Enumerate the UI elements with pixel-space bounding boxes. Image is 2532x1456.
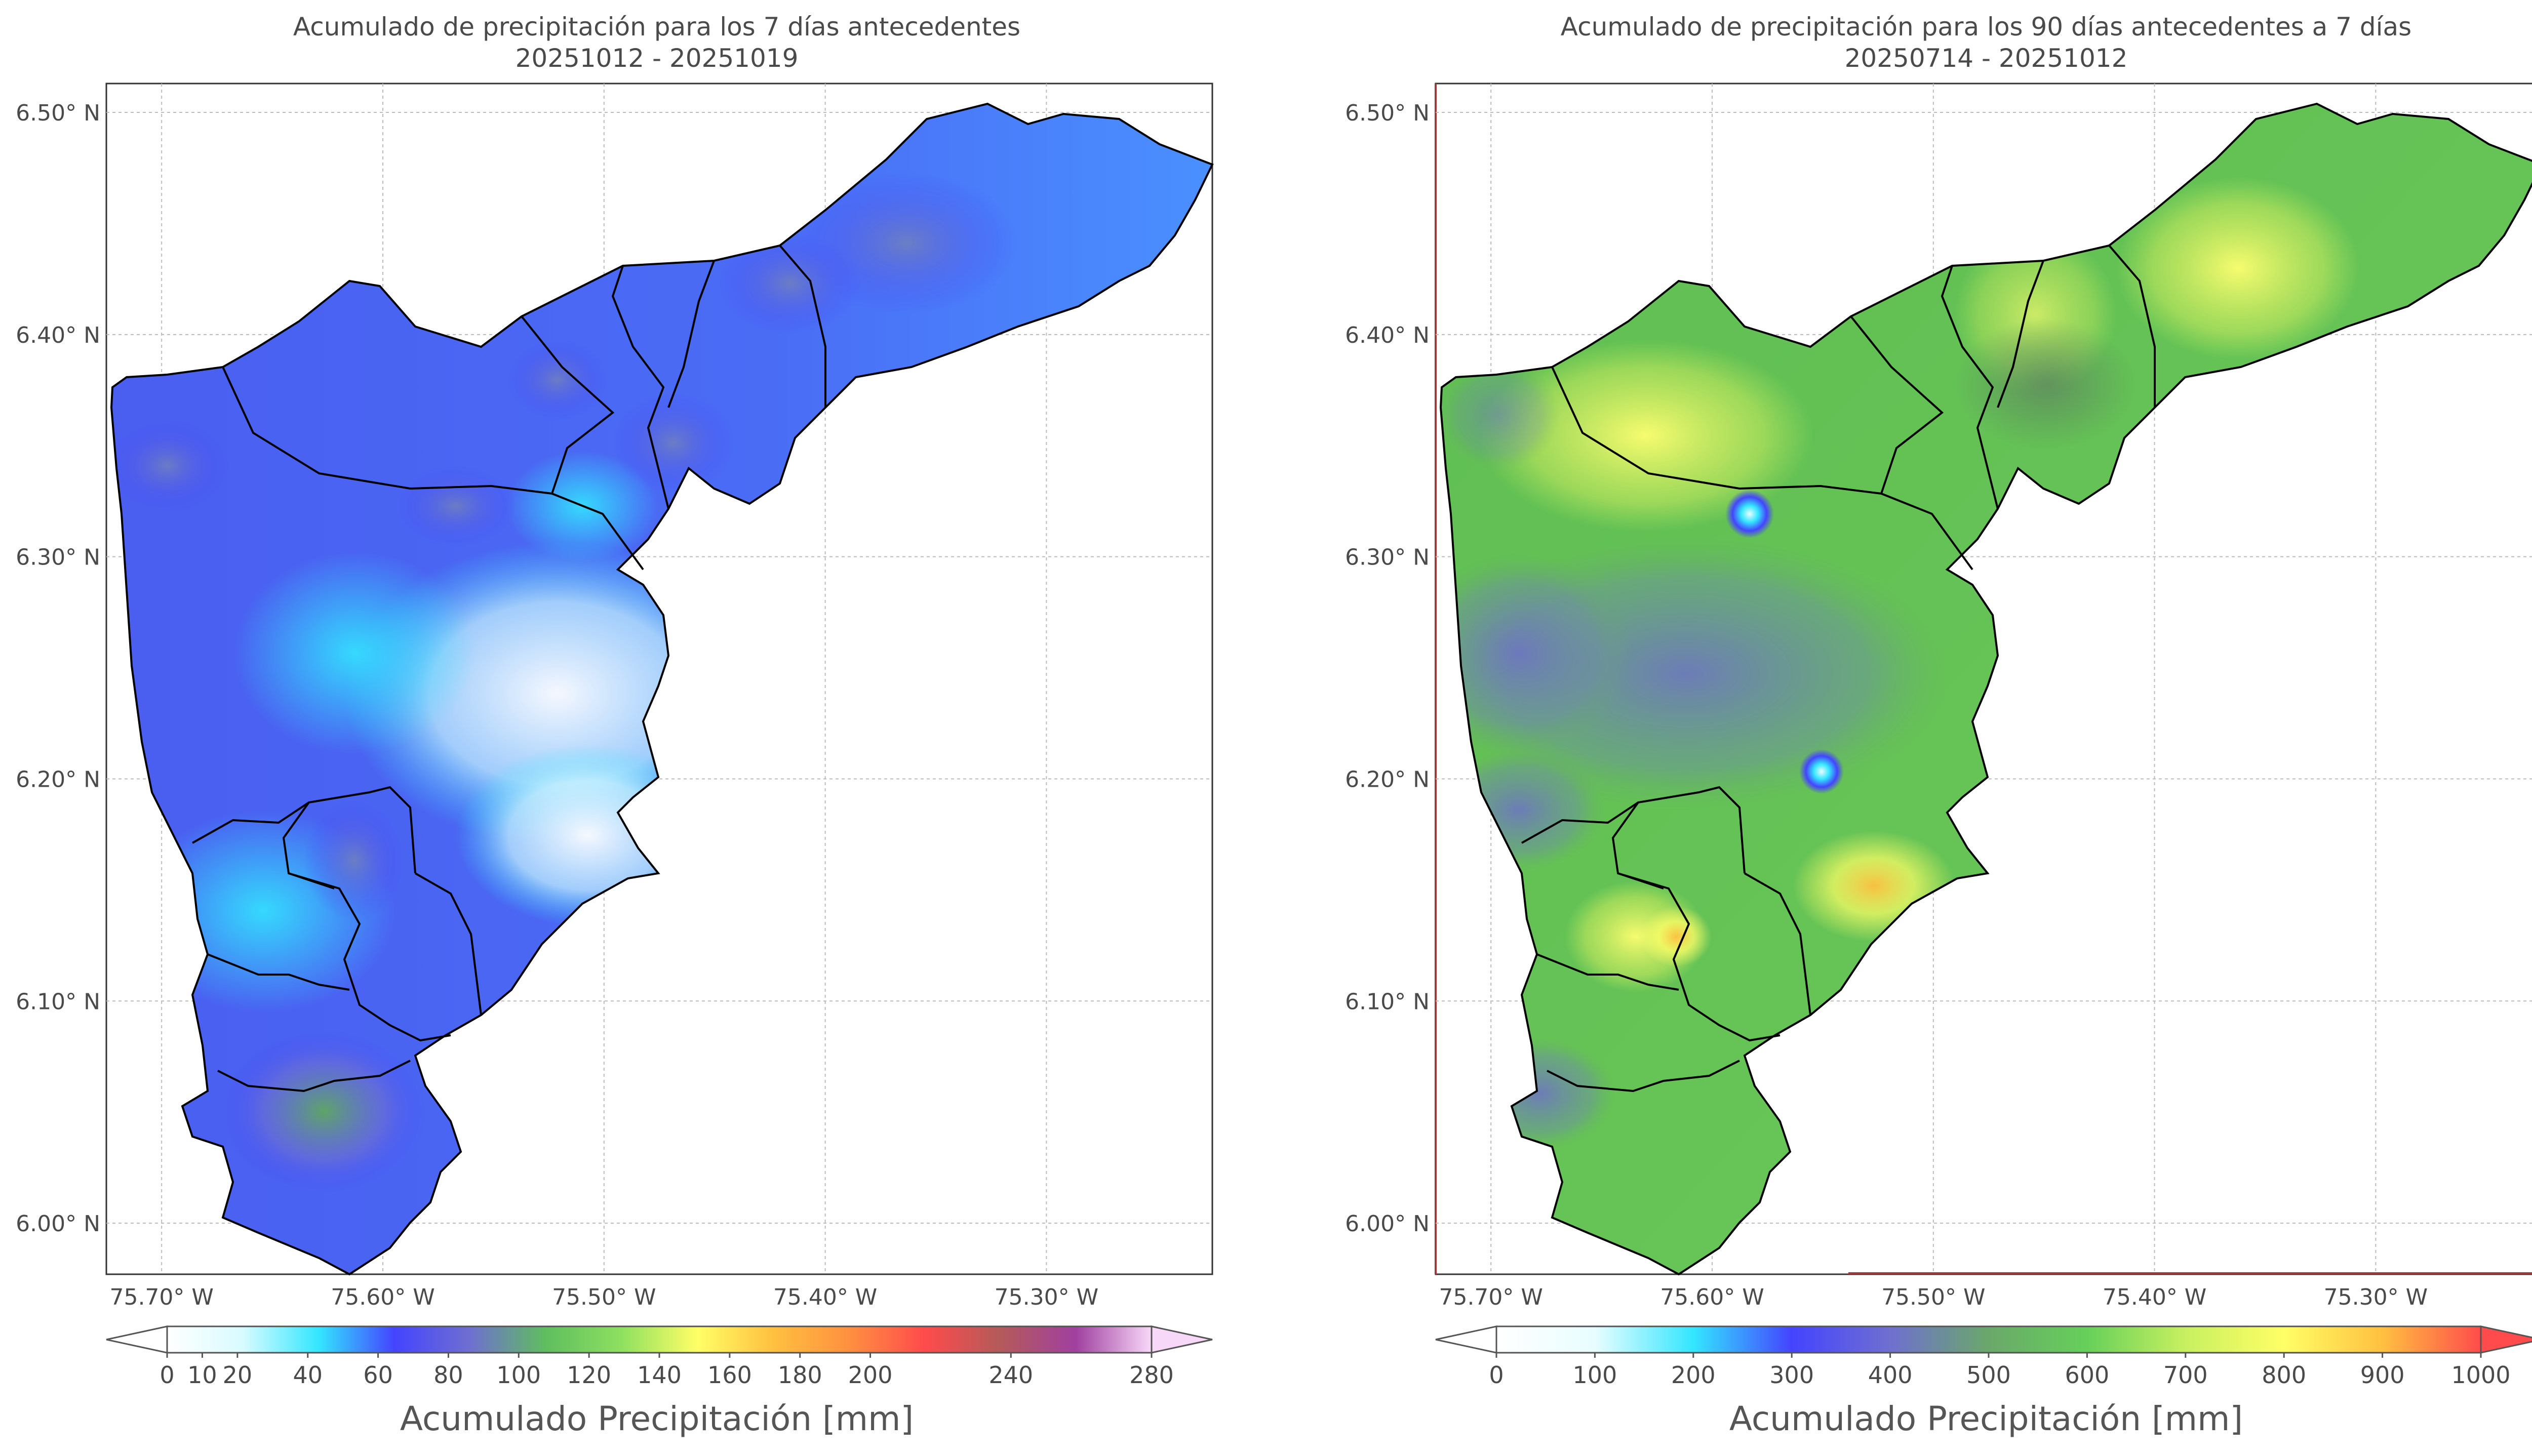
x-tick-label: 75.30° W	[2324, 1284, 2428, 1310]
colorbar-tick-label: 0	[1489, 1361, 1504, 1389]
x-tick-label: 75.40° W	[773, 1284, 877, 1310]
colorbar-tick-label: 1000	[2451, 1361, 2510, 1389]
panel1-colorbar-label: Acumulado Precipitación [mm]	[400, 1399, 914, 1438]
panel2-y-tick-labels: 6.50° N 6.40° N 6.30° N 6.20° N 6.10° N 6.00°…	[1345, 100, 1430, 1237]
x-tick-label: 75.60° W	[331, 1284, 434, 1310]
y-tick-label: 6.00° N	[1345, 1211, 1430, 1237]
colorbar-tick-label: 20	[223, 1361, 253, 1389]
panel1-colorbar: 0 10 20 40 60 80 100 120 140 160 180 200 240 280 Acum…	[106, 1325, 1213, 1438]
x-tick-label: 75.70° W	[1439, 1284, 1542, 1310]
colorbar-tick-label: 0	[160, 1361, 174, 1389]
x-tick-label: 75.70° W	[109, 1284, 213, 1310]
y-tick-label: 6.10° N	[16, 989, 100, 1015]
x-tick-label: 75.30° W	[995, 1284, 1098, 1310]
panel2-municipal-boundaries	[1521, 245, 2156, 1093]
panel1-colorbar-extend-low	[106, 1325, 168, 1354]
colorbar-tick-label: 700	[2163, 1361, 2208, 1389]
panel1-x-tick-labels: 75.70° W 75.60° W 75.50° W 75.40° W 75.30° W	[109, 1284, 1098, 1310]
colorbar-tick-label: 900	[2360, 1361, 2405, 1389]
panel2-colorbar-extend-low	[1435, 1325, 1497, 1354]
colorbar-tick-label: 10	[187, 1361, 217, 1389]
panel2-x-tick-labels: 75.70° W 75.60° W 75.50° W 75.40° W 75.30° W	[1439, 1284, 2428, 1310]
colorbar-tick-label: 160	[707, 1361, 752, 1389]
panel2-title-line2: 20250714 - 20251012	[1845, 44, 2128, 73]
panel1-colorbar-ticks: 0 10 20 40 60 80 100 120 140 160 180 200 240 280	[160, 1353, 1174, 1389]
colorbar-tick-label: 500	[1966, 1361, 2011, 1389]
panel2-title-line1: Acumulado de precipitación para los 90 d…	[1561, 12, 2411, 42]
y-tick-label: 6.50° N	[16, 100, 100, 126]
panel1-title-line2: 20251012 - 20251019	[516, 44, 799, 73]
colorbar-tick-label: 300	[1769, 1361, 1814, 1389]
colorbar-tick-label: 800	[2262, 1361, 2306, 1389]
y-tick-label: 6.20° N	[16, 766, 100, 792]
y-tick-label: 6.10° N	[1345, 989, 1430, 1015]
colorbar-tick-label: 80	[433, 1361, 463, 1389]
panel2-colorbar-bar	[1496, 1326, 2481, 1353]
x-tick-label: 75.50° W	[1881, 1284, 1985, 1310]
panel1-municipal-boundaries	[192, 245, 826, 1093]
colorbar-tick-label: 240	[988, 1361, 1033, 1389]
y-tick-label: 6.30° N	[16, 545, 100, 571]
colorbar-tick-label: 200	[848, 1361, 893, 1389]
panel2-colorbar: 0 100 200 300 400 500 600 700 800 900 1000 Acumula…	[1435, 1325, 2532, 1438]
panel2-colorbar-label: Acumulado Precipitación [mm]	[1729, 1399, 2243, 1438]
y-tick-label: 6.40° N	[16, 322, 100, 348]
panel1-y-tick-labels: 6.50° N 6.40° N 6.30° N 6.20° N 6.10° N 6.00°…	[16, 100, 100, 1237]
colorbar-tick-label: 60	[363, 1361, 393, 1389]
x-tick-label: 75.60° W	[1660, 1284, 1764, 1310]
panel-7-day-accumulation: Acumulado de precipitación para los 7 dí…	[16, 12, 1213, 1438]
panel1-colorbar-bar	[167, 1326, 1152, 1353]
y-tick-label: 6.30° N	[1345, 545, 1430, 571]
panel1-colorbar-extend-high	[1151, 1325, 1213, 1354]
colorbar-tick-label: 100	[496, 1361, 541, 1389]
colorbar-tick-label: 400	[1868, 1361, 1913, 1389]
panel2-colorbar-ticks: 0 100 200 300 400 500 600 700 800 900 1000	[1489, 1353, 2511, 1389]
y-tick-label: 6.40° N	[1345, 322, 1430, 348]
y-tick-label: 6.50° N	[1345, 100, 1430, 126]
colorbar-tick-label: 200	[1671, 1361, 1716, 1389]
colorbar-tick-label: 140	[637, 1361, 682, 1389]
colorbar-tick-label: 180	[778, 1361, 822, 1389]
colorbar-tick-label: 600	[2065, 1361, 2109, 1389]
x-tick-label: 75.40° W	[2103, 1284, 2206, 1310]
panel-90-day-accumulation: Acumulado de precipitación para los 90 d…	[1345, 12, 2532, 1438]
x-tick-label: 75.50° W	[552, 1284, 656, 1310]
y-tick-label: 6.20° N	[1345, 766, 1430, 792]
colorbar-tick-label: 100	[1572, 1361, 1617, 1389]
panel1-title-line1: Acumulado de precipitación para los 7 dí…	[293, 12, 1020, 42]
panel2-colorbar-extend-high	[2480, 1325, 2532, 1354]
y-tick-label: 6.00° N	[16, 1211, 100, 1237]
colorbar-tick-label: 40	[293, 1361, 323, 1389]
colorbar-tick-label: 280	[1129, 1361, 1174, 1389]
colorbar-tick-label: 120	[567, 1361, 611, 1389]
